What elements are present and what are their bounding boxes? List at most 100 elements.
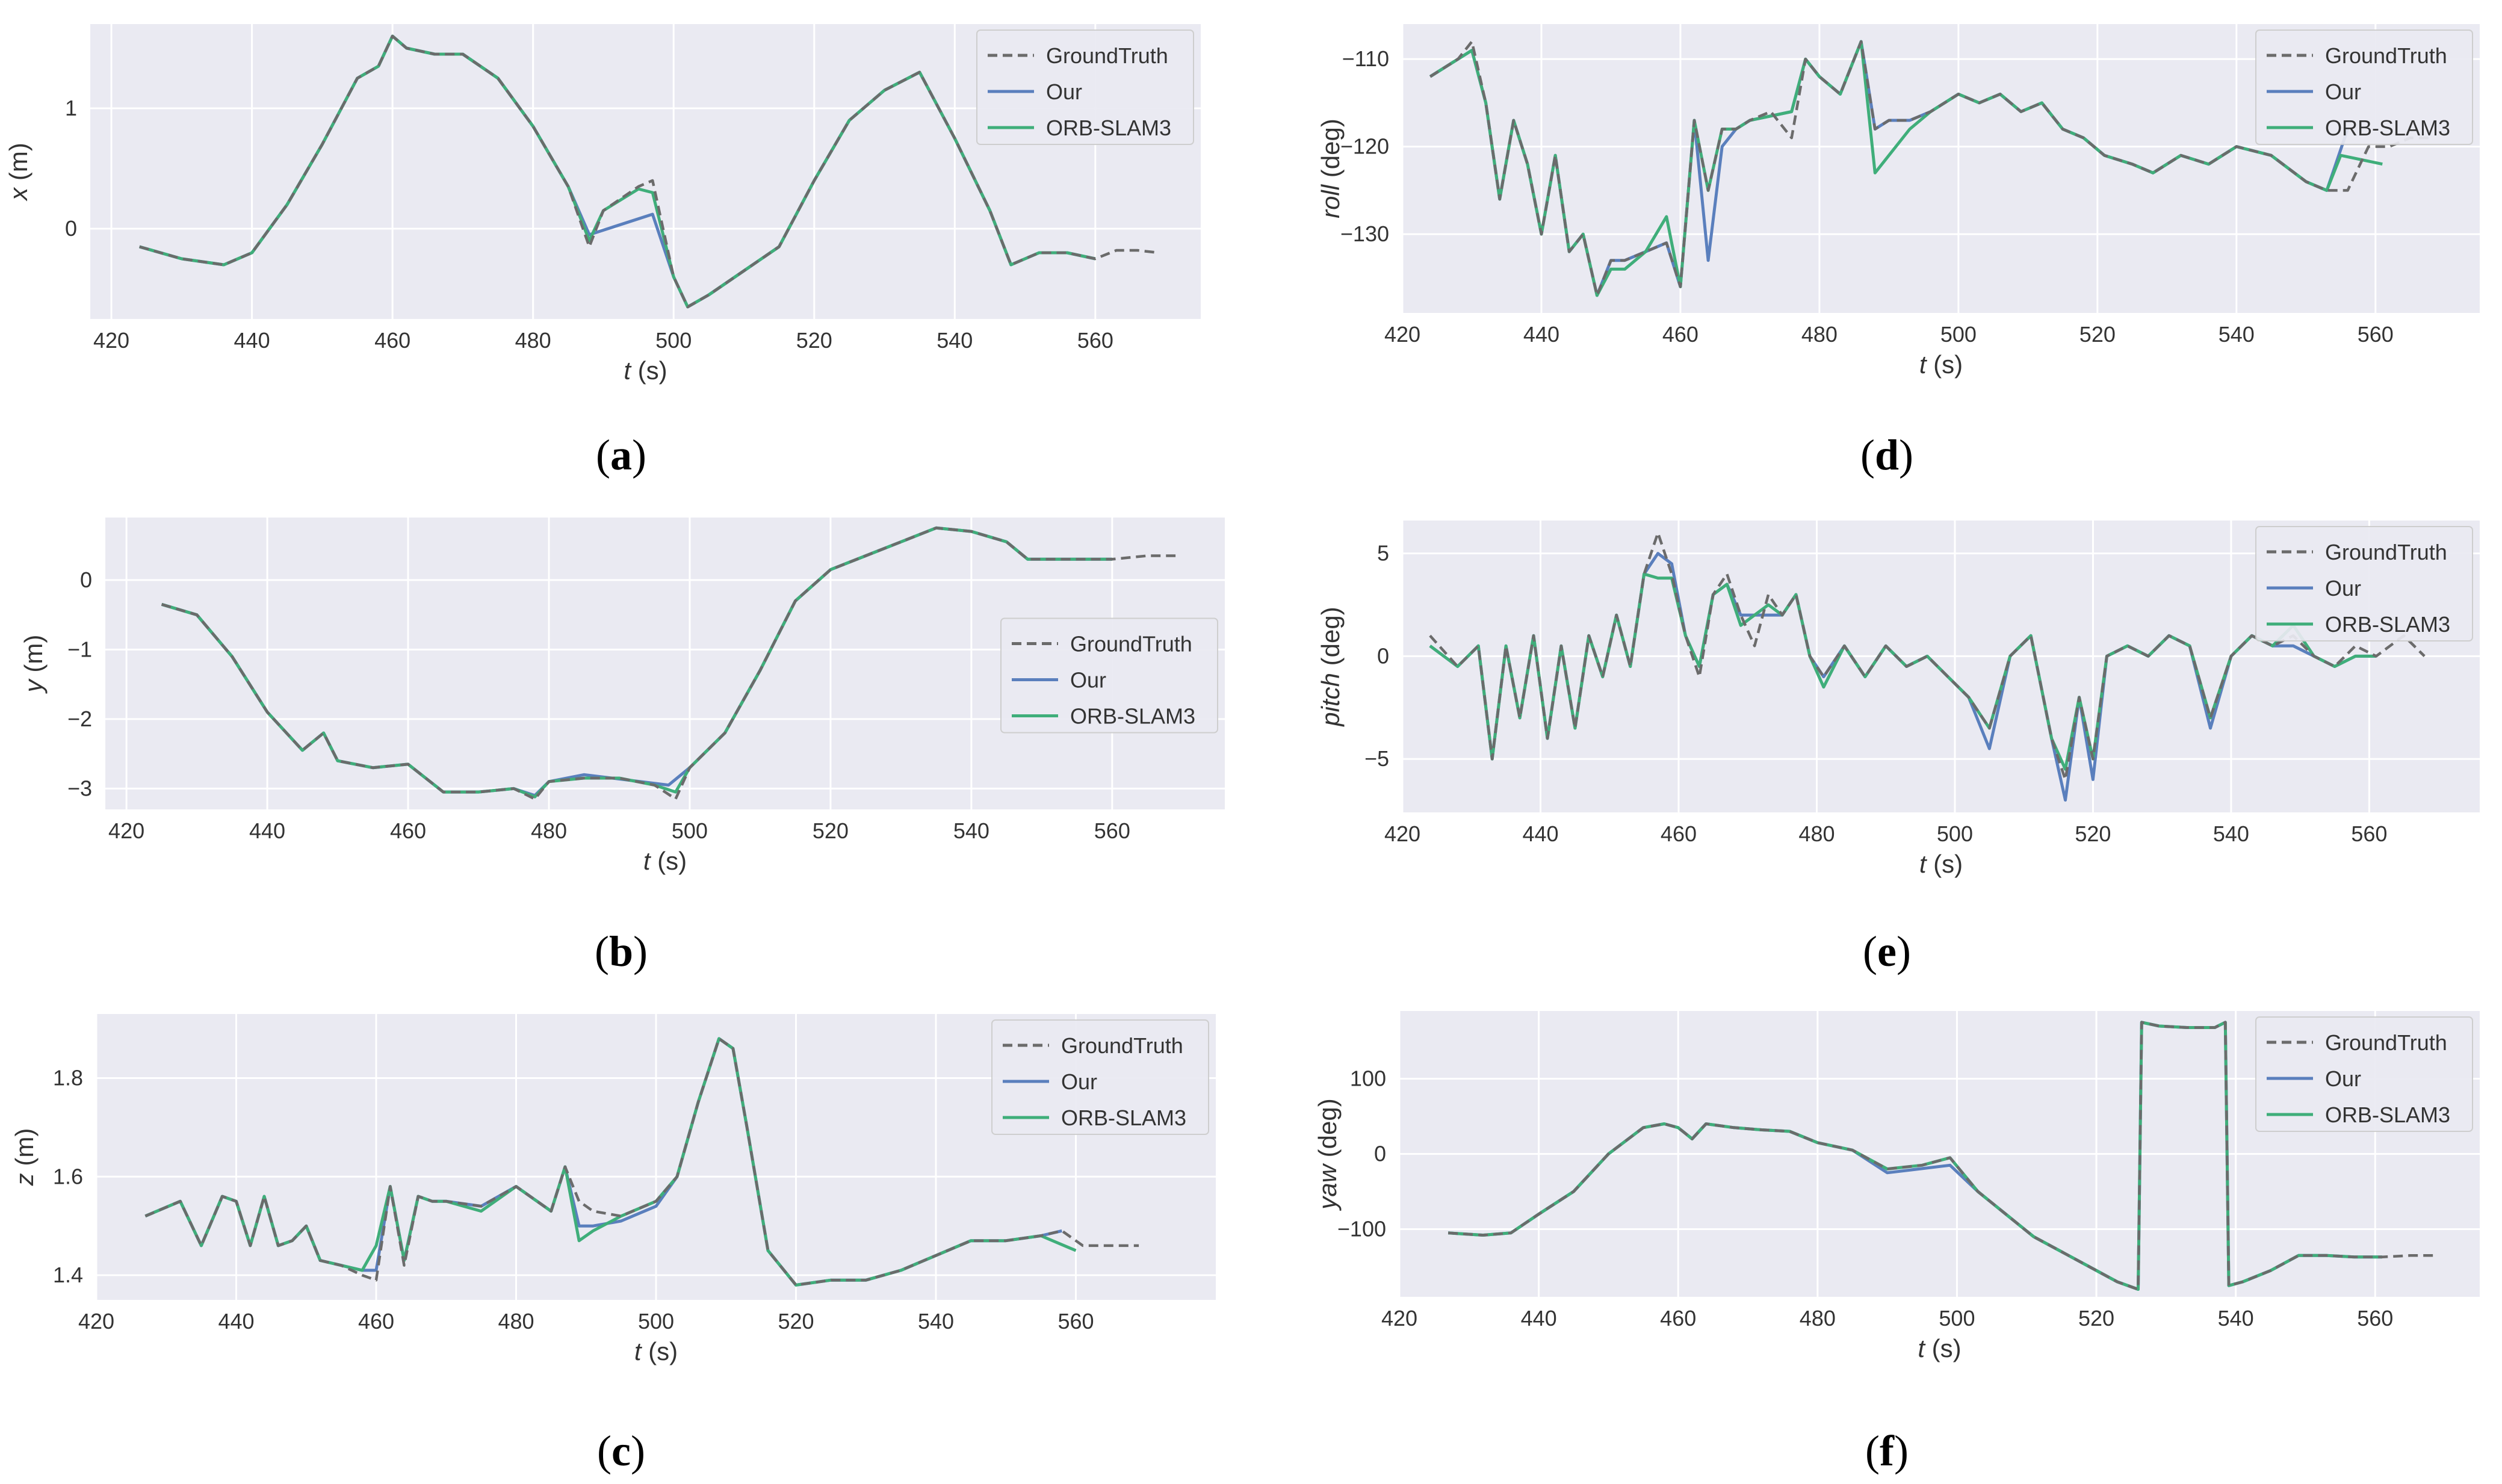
y-tick-label: −120 xyxy=(1340,134,1389,159)
y-axis-label: pitch (deg) xyxy=(1316,607,1345,727)
chart-z: 420 440 460 480 500 520 540 560 1.4 1.6 1.8 t (s) z … xyxy=(10,1014,1216,1365)
x-tick-label: 420 xyxy=(108,818,144,843)
x-tick-label: 560 xyxy=(2358,322,2394,347)
y-axis-label: yaw (deg) xyxy=(1313,1098,1342,1211)
x-tick-label: 460 xyxy=(374,328,410,353)
x-tick-label: 540 xyxy=(2218,1306,2254,1331)
legend-label: GroundTruth xyxy=(2325,540,2447,564)
x-tick-label: 540 xyxy=(918,1309,954,1334)
x-tick-label: 500 xyxy=(672,818,708,843)
x-tick-label: 500 xyxy=(638,1309,674,1334)
x-tick-label: 560 xyxy=(2357,1306,2393,1331)
legend-label: ORB-SLAM3 xyxy=(2325,116,2450,140)
x-tick-label: 540 xyxy=(937,328,973,353)
legend-label: GroundTruth xyxy=(1046,43,1168,68)
x-tick-label: 440 xyxy=(1521,1306,1557,1331)
y-tick-label: 0 xyxy=(1377,643,1389,668)
legend-label: GroundTruth xyxy=(1061,1033,1183,1058)
x-axis-label: t (s) xyxy=(1918,1334,1961,1362)
x-tick-label: 440 xyxy=(1523,322,1559,347)
legend-label: Our xyxy=(2325,1066,2361,1091)
y-tick-label: −130 xyxy=(1340,221,1389,246)
x-tick-label: 460 xyxy=(1661,821,1697,846)
x-tick-label: 460 xyxy=(1660,1306,1696,1331)
x-tick-label: 480 xyxy=(498,1309,534,1334)
legend-box xyxy=(1000,617,1218,734)
chart-panel-yaw: 420 440 460 480 500 520 540 560 −100 0 100 t (s) yaw… xyxy=(1264,999,2498,1408)
x-tick-label: 540 xyxy=(953,818,989,843)
chart-panel-z: 420 440 460 480 500 520 540 560 1.4 1.6 1.8 t (s) z … xyxy=(0,999,1234,1408)
series-line-groundtruth xyxy=(161,527,1176,800)
caption-f: (f) xyxy=(1865,1427,1909,1475)
x-tick-label: 540 xyxy=(2213,821,2249,846)
legend-label: Our xyxy=(1070,668,1106,693)
x-tick-label: 460 xyxy=(358,1309,394,1334)
series-line-groundtruth xyxy=(139,34,1159,309)
y-tick-label: −110 xyxy=(1342,46,1389,71)
x-axis-label: t (s) xyxy=(634,1337,678,1365)
y-tick-label: −1 xyxy=(67,637,92,661)
legend-label: ORB-SLAM3 xyxy=(2325,1102,2450,1127)
y-axis-label: z (m) xyxy=(10,1128,39,1187)
legend-box xyxy=(976,29,1194,145)
chart-x: 420 440 460 480 500 520 540 560 0 1 t (s) x (m) Grou… xyxy=(4,24,1201,385)
legend-label: GroundTruth xyxy=(2325,1030,2447,1055)
legend-label: Our xyxy=(1061,1069,1097,1094)
y-tick-label: −100 xyxy=(1337,1217,1386,1241)
legend-label: GroundTruth xyxy=(2325,43,2447,68)
x-tick-label: 500 xyxy=(1939,1306,1975,1331)
y-tick-label: −3 xyxy=(67,776,92,800)
legend-label: Our xyxy=(1046,79,1082,104)
x-tick-label: 480 xyxy=(1798,821,1835,846)
chart-y: 420 440 460 480 500 520 540 560 −3 −2 −1 0 t (s) y (m… xyxy=(19,518,1225,875)
x-tick-label: 520 xyxy=(796,328,832,353)
x-tick-label: 480 xyxy=(531,818,567,843)
x-tick-label: 520 xyxy=(2075,821,2111,846)
x-tick-label: 520 xyxy=(2078,1306,2114,1331)
x-tick-label: 420 xyxy=(78,1309,114,1334)
x-tick-label: 500 xyxy=(1937,821,1973,846)
x-axis-label: t (s) xyxy=(1919,850,1963,878)
caption-d: (d) xyxy=(1860,431,1913,479)
x-tick-label: 480 xyxy=(1800,1306,1836,1331)
legend-label: ORB-SLAM3 xyxy=(1070,704,1195,729)
legend-box xyxy=(2255,1016,2473,1132)
x-tick-label: 480 xyxy=(1801,322,1838,347)
legend-box xyxy=(2255,526,2473,642)
x-tick-label: 520 xyxy=(2079,322,2116,347)
y-tick-label: 1 xyxy=(65,96,77,120)
series-line-groundtruth xyxy=(1429,40,2432,297)
chart-panel-pitch: 420 440 460 480 500 520 540 560 −5 0 5 t (s) pitch (… xyxy=(1264,499,2498,909)
y-tick-label: 0 xyxy=(65,216,77,241)
x-tick-label: 440 xyxy=(218,1309,254,1334)
x-tick-label: 440 xyxy=(234,328,270,353)
x-tick-label: 420 xyxy=(93,328,129,353)
y-axis-label: x (m) xyxy=(4,143,33,202)
x-tick-label: 420 xyxy=(1384,322,1420,347)
y-axis-label: roll (deg) xyxy=(1316,119,1345,218)
caption-a: (a) xyxy=(596,431,646,479)
y-tick-label: 1.8 xyxy=(53,1065,83,1090)
y-tick-label: −2 xyxy=(67,706,92,731)
caption-e: (e) xyxy=(1863,927,1911,975)
series-line-groundtruth xyxy=(1429,531,2426,781)
legend-label: Our xyxy=(2325,576,2361,601)
y-tick-label: 5 xyxy=(1377,541,1389,566)
x-tick-label: 560 xyxy=(2351,821,2387,846)
y-tick-label: 0 xyxy=(1374,1142,1386,1166)
x-tick-label: 440 xyxy=(1522,821,1558,846)
y-tick-label: 0 xyxy=(80,567,92,592)
x-tick-label: 500 xyxy=(655,328,692,353)
legend-label: ORB-SLAM3 xyxy=(1046,116,1171,140)
caption-c: (c) xyxy=(597,1427,645,1475)
x-tick-label: 540 xyxy=(2219,322,2255,347)
legend-box xyxy=(991,1019,1209,1135)
x-tick-label: 480 xyxy=(515,328,551,353)
y-tick-label: 1.4 xyxy=(53,1263,83,1287)
x-tick-label: 460 xyxy=(1662,322,1698,347)
x-tick-label: 460 xyxy=(390,818,426,843)
legend-label: GroundTruth xyxy=(1070,632,1192,657)
chart-panel-y: 420 440 460 480 500 520 540 560 −3 −2 −1 0 t (s) y (m… xyxy=(0,499,1234,909)
chart-roll: 420 440 460 480 500 520 540 560 −130 −120 −110 t (s… xyxy=(1316,24,2480,379)
series-line-orb-slam3 xyxy=(1448,1021,2382,1291)
